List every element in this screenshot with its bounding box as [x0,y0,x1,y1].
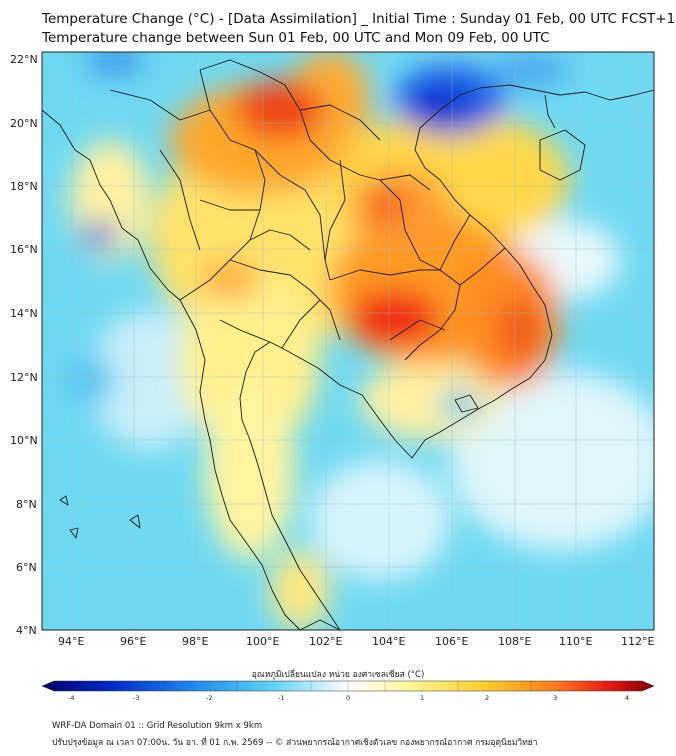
colorbar-tick: 1 [420,694,424,702]
coastlines-and-borders [42,59,654,630]
colorbar-tick: 2 [485,694,489,702]
footer-credit: ปรับปรุงข้อมูล ณ เวลา 07:00น. วัน อา. ที… [52,738,538,748]
colorbar-tick: 0 [346,694,350,702]
longitude-labels: 94°E 96°E 98°E 100°E 102°E 104°E 106°E 1… [58,635,654,648]
colorbar-label: อุณหภูมิเปลี่ยนแปลง หน่วย องศาเซลเซียส (… [251,670,425,680]
colorbar-tick: -3 [133,694,139,702]
colorbar-segments [90,681,605,691]
latitude-labels: 22°N 20°N 18°N 16°N 14°N 12°N 10°N 8°N 6… [10,53,38,637]
colorbar-tick: -1 [278,694,284,702]
map-frame [41,51,655,631]
lon-label: 110°E [559,635,592,648]
lon-label: 96°E [120,635,146,648]
lat-label: 4°N [16,624,37,637]
colorbar: -4 -3 -2 -1 0 1 2 3 4 [41,680,655,702]
lon-label: 94°E [58,635,84,648]
lat-label: 16°N [10,243,38,256]
lat-label: 6°N [16,561,37,574]
lon-label: 108°E [498,635,531,648]
lat-label: 12°N [10,371,38,384]
lon-label: 100°E [246,635,279,648]
lon-label: 106°E [435,635,468,648]
lon-label: 104°E [372,635,405,648]
colorbar-tick: 4 [625,694,629,702]
lat-label: 10°N [10,434,38,447]
map-subtitle: Temperature change between Sun 01 Feb, 0… [42,30,550,46]
lon-label: 112°E [621,635,654,648]
colorbar-tick: -2 [206,694,212,702]
colorbar-tick: 3 [553,694,557,702]
lon-label: 102°E [309,635,342,648]
footer-model-info: WRF-DA Domain 01 :: Grid Resolution 9km … [52,721,263,731]
lat-label: 20°N [10,117,38,130]
lat-label: 22°N [10,53,38,66]
lat-label: 14°N [10,307,38,320]
map-title: Temperature Change (°C) - [Data Assimila… [42,11,676,27]
temperature-field [42,52,654,630]
lat-label: 18°N [10,180,38,193]
lon-label: 98°E [182,635,208,648]
colorbar-tick: -4 [68,694,74,702]
lat-label: 8°N [16,498,37,511]
